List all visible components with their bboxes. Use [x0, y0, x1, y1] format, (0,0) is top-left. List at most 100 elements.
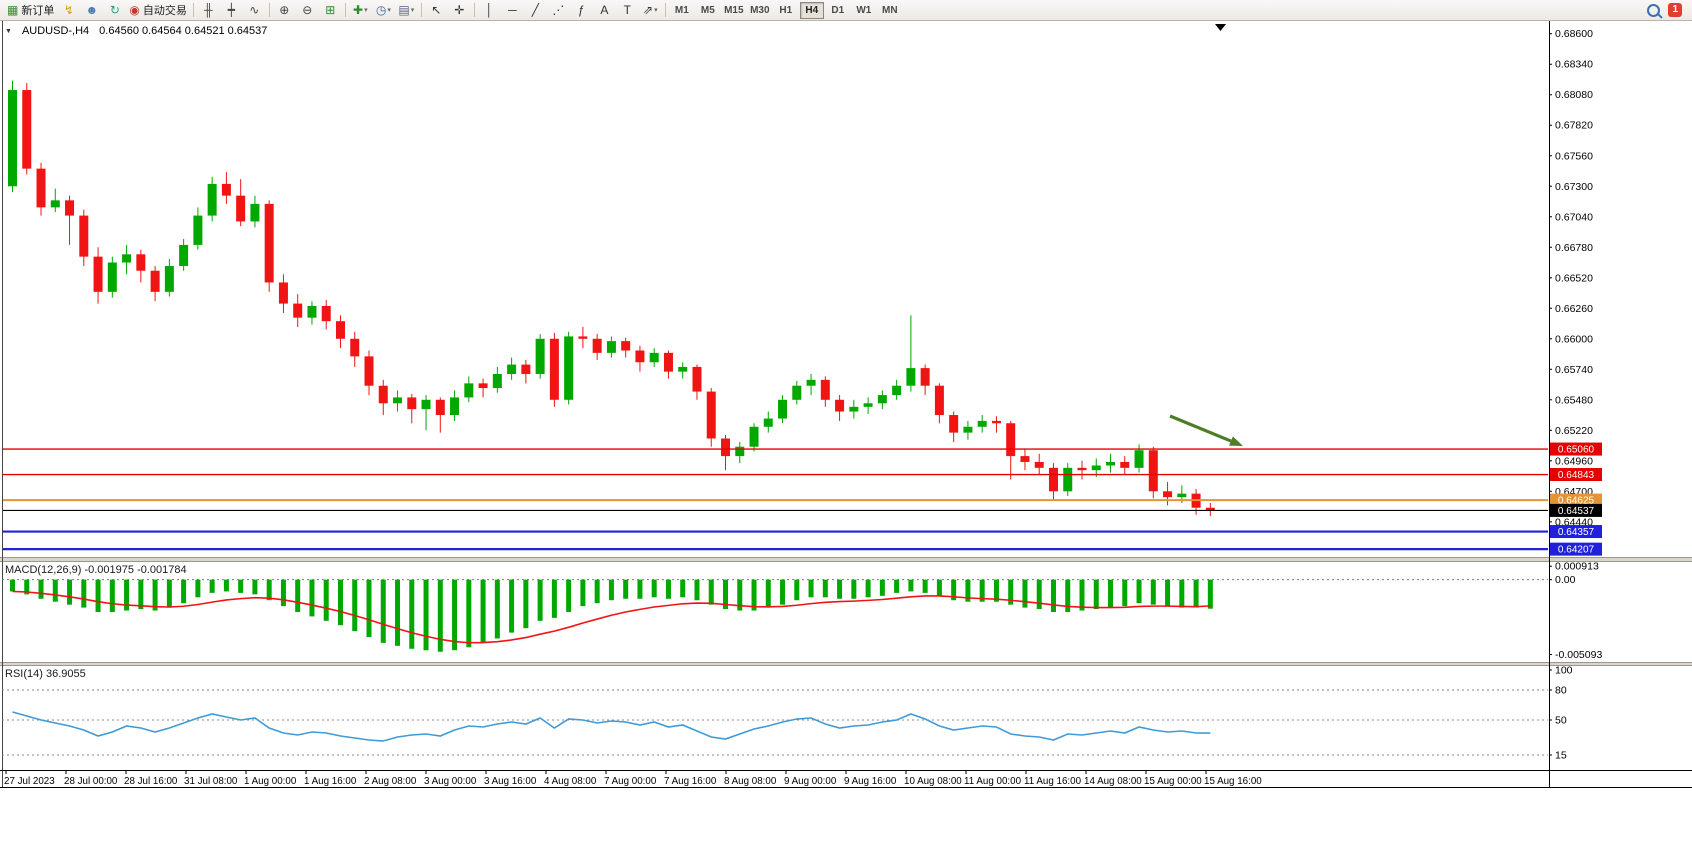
arrows-button[interactable]: ⇗ ▾: [639, 1, 662, 20]
svg-text:0.64960: 0.64960: [1555, 455, 1593, 467]
svg-text:7 Aug 16:00: 7 Aug 16:00: [664, 776, 717, 787]
bar-chart-icon: ╫: [204, 2, 213, 17]
cursor-icon: ↖: [431, 2, 442, 17]
clock-icon: ◷: [375, 2, 387, 17]
bar-chart-button[interactable]: ╫: [197, 1, 220, 20]
svg-text:0.67820: 0.67820: [1555, 120, 1593, 132]
refresh-icon: ↻: [109, 2, 120, 17]
svg-text:28 Jul 16:00: 28 Jul 16:00: [124, 776, 178, 787]
svg-text:0.64207: 0.64207: [1558, 545, 1595, 556]
line-chart-button[interactable]: ∿: [243, 1, 266, 20]
svg-text:8 Aug 08:00: 8 Aug 08:00: [724, 776, 777, 787]
zoom-in-button[interactable]: ⊕: [273, 1, 296, 20]
new-order-button[interactable]: ▦ 新订单: [4, 1, 57, 20]
chart-shift-marker[interactable]: [1215, 24, 1226, 31]
toolbar-separator: [344, 3, 346, 17]
profile-icon: ☻: [85, 2, 99, 17]
trendline-button[interactable]: ╱: [524, 1, 547, 20]
svg-text:100: 100: [1555, 665, 1573, 677]
text-button[interactable]: A: [593, 1, 616, 20]
svg-text:9 Aug 16:00: 9 Aug 16:00: [844, 776, 897, 787]
template-icon: ▤: [398, 2, 410, 17]
svg-text:0.00: 0.00: [1555, 574, 1576, 586]
svg-text:15 Aug 00:00: 15 Aug 00:00: [1144, 776, 1202, 787]
vertical-line-icon: │: [485, 2, 494, 17]
svg-text:0.000913: 0.000913: [1555, 561, 1599, 573]
svg-text:1 Aug 16:00: 1 Aug 16:00: [304, 776, 357, 787]
svg-text:4 Aug 08:00: 4 Aug 08:00: [544, 776, 597, 787]
timeframe-w1-button[interactable]: W1: [856, 4, 872, 16]
time-axis[interactable]: 27 Jul 2023 28 Jul 00:00 28 Jul 16:00 31 Ju…: [4, 770, 1262, 787]
timeframe-h4-button[interactable]: H4: [799, 1, 824, 19]
svg-text:80: 80: [1555, 685, 1567, 697]
timeframe-m1-button[interactable]: M1: [674, 4, 689, 16]
cursor-button[interactable]: ↖: [425, 1, 448, 20]
trend-arrow-object[interactable]: [1169, 414, 1243, 446]
profiles-button[interactable]: ☻: [80, 1, 103, 20]
svg-text:11 Aug 00:00: 11 Aug 00:00: [964, 776, 1022, 787]
svg-text:0.64625: 0.64625: [1558, 496, 1595, 507]
svg-text:0.66260: 0.66260: [1555, 303, 1593, 315]
channel-button[interactable]: ⋰: [547, 1, 570, 20]
period-button[interactable]: ◷ ▾: [372, 1, 395, 20]
fibonacci-button[interactable]: ƒ: [570, 1, 593, 20]
svg-text:0.65220: 0.65220: [1555, 425, 1593, 437]
vertical-line-button[interactable]: │: [478, 1, 501, 20]
timeframe-m30-button[interactable]: M30: [750, 4, 770, 16]
svg-text:0.64843: 0.64843: [1558, 470, 1595, 481]
tile-windows-icon: ⊞: [325, 2, 336, 17]
chart-collapse-icon[interactable]: ▼: [5, 27, 12, 35]
chevron-down-icon[interactable]: ▾: [654, 7, 658, 14]
autotrading-button[interactable]: ◉ 自动交易: [126, 1, 189, 20]
refresh-button[interactable]: ↻: [103, 1, 126, 20]
chevron-down-icon[interactable]: ▾: [410, 7, 415, 14]
toolbar-separator: [268, 3, 270, 17]
timeframe-mn-button[interactable]: MN: [882, 4, 898, 16]
styler-button[interactable]: ↯: [57, 1, 80, 20]
lightning-icon: ↯: [63, 2, 74, 17]
zoom-out-icon: ⊖: [302, 2, 313, 17]
svg-text:1 Aug 00:00: 1 Aug 00:00: [244, 776, 297, 787]
text-label-button[interactable]: T: [616, 1, 639, 20]
templates-button[interactable]: ▤ ▾: [395, 1, 418, 20]
search-icon[interactable]: [1647, 3, 1661, 17]
svg-text:-0.005093: -0.005093: [1555, 649, 1602, 661]
chevron-down-icon[interactable]: ▾: [364, 7, 368, 14]
macd-indicator-label: MACD(12,26,9) -0.001975 -0.001784: [5, 564, 187, 576]
svg-text:0.67300: 0.67300: [1555, 181, 1593, 193]
autotrading-button-label: 自动交易: [142, 5, 187, 17]
svg-text:0.68340: 0.68340: [1555, 59, 1593, 71]
svg-text:31 Jul 08:00: 31 Jul 08:00: [184, 776, 238, 787]
svg-text:28 Jul 00:00: 28 Jul 00:00: [64, 776, 118, 787]
timeframe-m15-button[interactable]: M15: [724, 4, 744, 16]
trendline-icon: ╱: [531, 2, 539, 17]
zoom-out-button[interactable]: ⊖: [296, 1, 319, 20]
svg-text:0.64537: 0.64537: [1558, 506, 1595, 517]
new-chart-icon: ✚: [353, 2, 364, 17]
autotrading-icon: ◉: [129, 2, 140, 17]
svg-text:7 Aug 00:00: 7 Aug 00:00: [604, 776, 657, 787]
svg-text:0.66000: 0.66000: [1555, 333, 1593, 345]
svg-text:0.65740: 0.65740: [1555, 364, 1593, 376]
svg-text:0.66520: 0.66520: [1555, 272, 1593, 284]
crosshair-button[interactable]: ✛: [448, 1, 471, 20]
svg-text:9 Aug 00:00: 9 Aug 00:00: [784, 776, 837, 787]
horizontal-line-button[interactable]: ─: [501, 1, 524, 20]
new-chart-button[interactable]: ✚ ▾: [349, 1, 372, 20]
svg-text:10 Aug 08:00: 10 Aug 08:00: [904, 776, 962, 787]
timeframe-d1-button[interactable]: D1: [831, 4, 845, 16]
tile-windows-button[interactable]: ⊞: [319, 1, 342, 20]
chevron-down-icon[interactable]: ▾: [387, 7, 391, 14]
notification-badge[interactable]: 1: [1668, 3, 1682, 17]
new-order-button-label: 新订单: [21, 5, 55, 17]
timeframe-h1-button[interactable]: H1: [779, 4, 793, 16]
channel-icon: ⋰: [552, 2, 565, 17]
svg-text:0.65480: 0.65480: [1555, 394, 1593, 406]
timeframe-m5-button[interactable]: M5: [700, 4, 715, 16]
svg-text:0.68080: 0.68080: [1555, 89, 1593, 101]
candlestick-chart-button[interactable]: ┿: [220, 1, 243, 20]
line-chart-icon: ∿: [249, 2, 260, 17]
